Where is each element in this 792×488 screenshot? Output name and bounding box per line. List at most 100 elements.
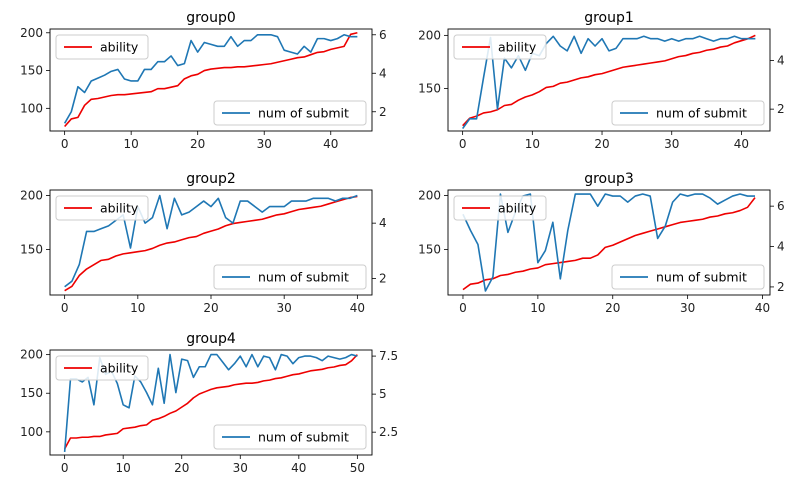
y-right-tick-label: 2 (379, 271, 387, 285)
y-left-tick-label: 200 (20, 348, 43, 362)
x-tick-label: 10 (116, 461, 131, 475)
legend-box (611, 100, 765, 126)
legend-label: ability (100, 40, 139, 55)
axes-frame (447, 189, 771, 296)
x-tick-label: 50 (350, 461, 365, 475)
legend-box (453, 195, 547, 221)
x-tick-label: 0 (459, 137, 467, 151)
legend-box (213, 100, 367, 126)
x-tick-label: 20 (174, 461, 189, 475)
subplot-group1: group1 0 10 20 30 40 150 200 2 4 ability num of sub… (418, 10, 785, 151)
y-left-tick-label: 200 (20, 188, 43, 202)
legend-label: num of submit (656, 270, 747, 285)
legend-box (453, 34, 547, 60)
chart-title: group2 (186, 171, 236, 187)
chart-title: group4 (186, 331, 236, 347)
y-left-tick-label: 150 (418, 243, 441, 257)
y-right-tick-label: 2 (777, 102, 785, 116)
legend-label: ability (498, 201, 537, 216)
subplot-group0: group0 0 10 20 30 40 100 150 200 2 4 6 ability num of… (20, 10, 387, 151)
x-tick-label: 30 (664, 137, 679, 151)
y-right-tick-label: 2.5 (379, 425, 398, 439)
x-tick-label: 30 (233, 461, 248, 475)
legend-num-of-submit: num of submit (611, 100, 765, 126)
x-tick-label: 10 (130, 301, 145, 315)
y-left-tick-label: 150 (20, 243, 43, 257)
x-tick-label: 40 (755, 301, 770, 315)
legend-box (213, 264, 367, 290)
y-right-tick-label: 6 (777, 199, 785, 213)
legend-num-of-submit: num of submit (611, 264, 765, 290)
series-line-num-of-submit (462, 193, 756, 292)
y-left-tick-label: 100 (20, 101, 43, 115)
y-left-tick-label: 150 (418, 82, 441, 96)
y-left-tick-label: 100 (20, 425, 43, 439)
subplot-group3: group3 0 10 20 30 40 150 200 2 4 6 ability num of su… (418, 171, 785, 315)
legend-num-of-submit: num of submit (213, 264, 367, 290)
legend-ability: ability (453, 34, 547, 60)
y-left-tick-label: 200 (418, 188, 441, 202)
legend-label: num of submit (258, 270, 349, 285)
x-tick-label: 40 (323, 137, 338, 151)
x-tick-label: 0 (61, 301, 69, 315)
series-line-num-of-submit (63, 33, 358, 124)
series-line-ability (462, 197, 756, 291)
legend-num-of-submit: num of submit (213, 424, 367, 450)
x-tick-label: 40 (350, 301, 365, 315)
axes-frame (49, 28, 373, 132)
x-tick-label: 20 (190, 137, 205, 151)
legend-num-of-submit: num of submit (213, 100, 367, 126)
x-tick-label: 30 (257, 137, 272, 151)
subplot-group4: group4 0 10 20 30 40 50 100 150 200 2.5 5 7.5 ability… (20, 331, 398, 475)
series-line-ability (462, 34, 756, 127)
series-line-num-of-submit (461, 35, 756, 130)
y-left-tick-label: 200 (418, 28, 441, 42)
x-tick-label: 40 (734, 137, 749, 151)
x-tick-label: 0 (61, 137, 69, 151)
legend-box (213, 424, 367, 450)
x-tick-label: 20 (605, 301, 620, 315)
legend-label: ability (100, 201, 139, 216)
legend-label: num of submit (258, 430, 349, 445)
legend-ability: ability (55, 195, 149, 221)
y-right-tick-label: 4 (777, 54, 785, 68)
axes-frame (49, 349, 373, 456)
y-right-tick-label: 2 (777, 280, 785, 294)
legend-box (55, 355, 149, 381)
legend-label: num of submit (258, 106, 349, 121)
x-tick-label: 10 (124, 137, 139, 151)
x-tick-label: 20 (203, 301, 218, 315)
axes-frame (447, 28, 771, 132)
series-line-ability (64, 195, 358, 292)
legend-ability: ability (55, 355, 149, 381)
legend-ability: ability (55, 34, 149, 60)
legend-box (55, 34, 149, 60)
y-left-tick-label: 200 (20, 26, 43, 40)
y-right-tick-label: 6 (379, 28, 387, 42)
y-right-tick-label: 2 (379, 105, 387, 119)
legend-label: ability (498, 40, 537, 55)
series-line-ability (64, 31, 358, 127)
legend-label: ability (100, 361, 139, 376)
x-tick-label: 10 (525, 137, 540, 151)
series-line-ability (63, 354, 358, 450)
x-tick-label: 0 (459, 301, 467, 315)
y-right-tick-label: 7.5 (379, 349, 398, 363)
y-left-tick-label: 150 (20, 64, 43, 78)
subplot-group2: group2 0 10 20 30 40 150 200 2 4 ability num of sub… (20, 171, 387, 315)
series-line-num-of-submit (64, 194, 358, 288)
legend-label: num of submit (656, 106, 747, 121)
x-tick-label: 20 (594, 137, 609, 151)
legend-box (55, 195, 149, 221)
chart-title: group1 (584, 10, 634, 26)
x-tick-label: 30 (277, 301, 292, 315)
chart-title: group3 (584, 171, 634, 187)
x-tick-label: 40 (291, 461, 306, 475)
x-tick-label: 0 (61, 461, 69, 475)
y-left-tick-label: 150 (20, 386, 43, 400)
y-right-tick-label: 4 (777, 240, 785, 254)
x-tick-label: 10 (530, 301, 545, 315)
y-right-tick-label: 4 (379, 216, 387, 230)
